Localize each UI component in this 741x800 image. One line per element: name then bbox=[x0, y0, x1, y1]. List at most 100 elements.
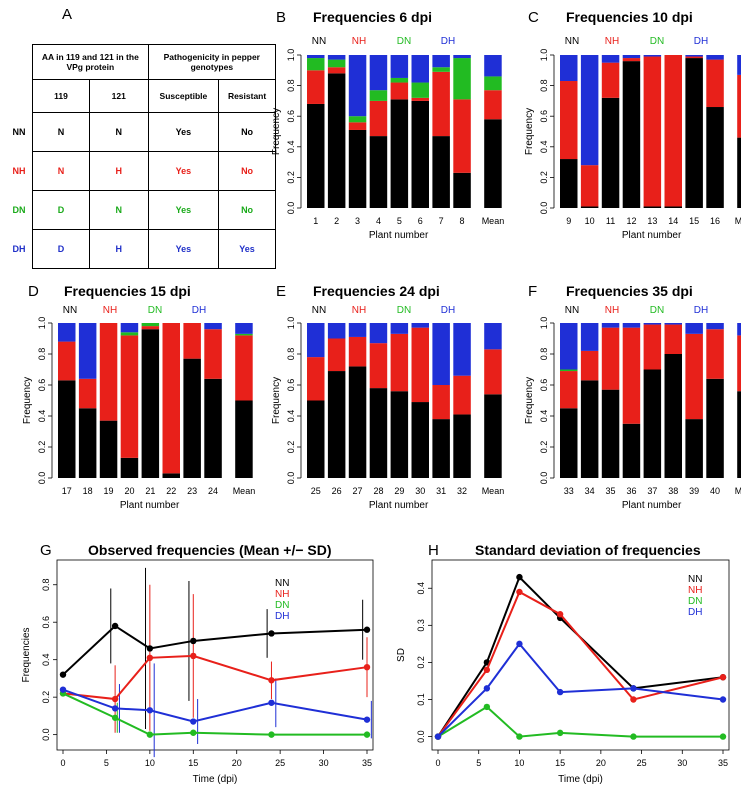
bar-segment-dh-1 bbox=[307, 55, 325, 59]
header-pathogenicity: Pathogenicity in pepper genotypes bbox=[147, 44, 277, 80]
y-tick-label: 0.2 bbox=[539, 171, 549, 184]
bar-segment-dh-mean bbox=[737, 323, 741, 336]
x-tick-label: 13 bbox=[647, 216, 657, 226]
genotype-row-nh: NH N H Yes No bbox=[6, 151, 276, 191]
y-tick-label: 0.0 bbox=[539, 202, 549, 215]
plot-frame bbox=[56, 559, 374, 751]
x-tick-label: 16 bbox=[710, 216, 720, 226]
x-tick-label: 22 bbox=[166, 486, 176, 496]
data-point-nh bbox=[268, 677, 275, 684]
bar-segment-nh-38 bbox=[664, 324, 682, 354]
genotype-table: AA in 119 and 121 in the VPg protein Pat… bbox=[6, 44, 277, 269]
x-tick-label: 1 bbox=[313, 216, 318, 226]
bar-segment-nn-10 bbox=[580, 206, 599, 208]
y-axis-label: Frequency bbox=[271, 108, 282, 155]
x-tick-label: 15 bbox=[555, 758, 565, 768]
x-tick-label: 17 bbox=[62, 486, 72, 496]
x-tick-label: Mean bbox=[482, 216, 505, 226]
bar-segment-dh-40 bbox=[706, 323, 724, 330]
bar-segment-nh-mean bbox=[235, 335, 253, 401]
genotype-label-nn: NN bbox=[63, 305, 77, 316]
bar-segment-nh-21 bbox=[141, 326, 160, 330]
legend-entry-nh: NH bbox=[275, 589, 289, 600]
bar-segment-nn-11 bbox=[601, 97, 620, 208]
data-point-nn bbox=[363, 626, 371, 633]
data-point-dn bbox=[556, 729, 564, 737]
bar-segment-dh-mean bbox=[484, 323, 502, 350]
cell-dn-label: DN bbox=[12, 205, 26, 215]
bar-segment-nh-7 bbox=[432, 71, 450, 137]
y-tick-label: 1.0 bbox=[539, 49, 549, 62]
x-tick-label: 10 bbox=[514, 758, 524, 768]
bar-segment-nn-35 bbox=[601, 389, 620, 478]
y-tick-label: 0.4 bbox=[539, 410, 549, 423]
series-line-dn bbox=[437, 705, 723, 738]
cell-dh-resistant: Yes bbox=[218, 229, 276, 269]
bar-segment-nn-6 bbox=[411, 100, 429, 208]
x-axis-label: Time (dpi) bbox=[558, 774, 603, 785]
data-point-dh bbox=[59, 686, 67, 693]
x-tick-label: 18 bbox=[83, 486, 93, 496]
y-tick-label: 0.4 bbox=[539, 141, 549, 154]
x-tick-label: 3 bbox=[355, 216, 360, 226]
genotype-label-dn: DN bbox=[650, 305, 664, 316]
y-tick-label: 0.8 bbox=[37, 348, 47, 361]
panel-d-chart: D Frequencies 15 dpi NN NH DN DH 0.0 0.2 0.4 0.6 0… bbox=[22, 283, 255, 511]
y-tick-label: 0.0 bbox=[416, 730, 426, 743]
y-tick-label: 0.8 bbox=[539, 79, 549, 92]
bar-segment-nh-26 bbox=[327, 338, 346, 372]
data-point-nn bbox=[516, 573, 523, 581]
bar-segment-nh-22 bbox=[162, 323, 180, 474]
panel-e-letter: E bbox=[276, 283, 286, 300]
bar-segment-nh-35 bbox=[601, 327, 620, 390]
bar-segment-nn-9 bbox=[560, 159, 578, 208]
bar-segment-dn-4 bbox=[369, 90, 388, 101]
y-tick-label: 0.2 bbox=[41, 691, 51, 704]
bar-segment-nn-15 bbox=[685, 58, 703, 209]
bar-segment-nn-21 bbox=[141, 329, 160, 478]
panel-g-letter: G bbox=[40, 542, 52, 559]
data-point-dn bbox=[630, 733, 637, 740]
y-tick-label: 0.0 bbox=[286, 472, 296, 485]
genotype-label-nh: NH bbox=[352, 36, 366, 47]
y-axis-label: Frequency bbox=[271, 377, 282, 424]
bar-segment-dh-17 bbox=[58, 323, 76, 342]
data-point-dh bbox=[719, 696, 727, 703]
bar-segment-nn-mean bbox=[235, 400, 253, 478]
cell-nn-a121: N bbox=[88, 112, 149, 152]
bar-segment-nh-mean bbox=[737, 335, 741, 392]
bar-segment-nn-8 bbox=[453, 172, 471, 208]
data-point-nn bbox=[268, 630, 275, 637]
bar-segment-nh-16 bbox=[706, 59, 724, 108]
genotype-label-dn: DN bbox=[148, 305, 162, 316]
genotype-label-dh: DH bbox=[192, 305, 206, 316]
y-tick-label: 0.6 bbox=[286, 379, 296, 392]
cell-dn-susceptible: Yes bbox=[147, 190, 220, 230]
bar-segment-nn-1 bbox=[307, 103, 325, 208]
genotype-label-dh: DH bbox=[694, 36, 708, 47]
y-tick-label: 0.6 bbox=[539, 110, 549, 123]
x-tick-label: 12 bbox=[626, 216, 636, 226]
cell-nh-susceptible: Yes bbox=[147, 151, 220, 191]
bar-segment-nn-3 bbox=[348, 129, 367, 208]
bar-segment-nh-8 bbox=[453, 99, 471, 173]
x-tick-label: 0 bbox=[60, 758, 65, 768]
bar-segment-dh-18 bbox=[78, 323, 97, 379]
bar-segment-nn-23 bbox=[183, 358, 201, 478]
bar-segment-nh-34 bbox=[580, 350, 599, 381]
bar-segment-dh-15 bbox=[685, 55, 703, 57]
bar-segment-nn-13 bbox=[643, 206, 662, 208]
bar-segment-nh-24 bbox=[204, 329, 222, 379]
bar-segment-nn-19 bbox=[99, 420, 118, 478]
bar-segment-nh-1 bbox=[307, 70, 325, 104]
x-tick-label: 36 bbox=[626, 486, 636, 496]
data-point-dn bbox=[516, 733, 523, 740]
bar-segment-nn-32 bbox=[453, 414, 471, 478]
bar-segment-dn-3 bbox=[348, 116, 367, 123]
x-tick-label: 14 bbox=[668, 216, 678, 226]
panel-c-chart: C Frequencies 10 dpi NN NH DN DH 0.0 0.2 0.4 0.6 0… bbox=[524, 9, 741, 241]
bar-segment-nh-33 bbox=[560, 371, 578, 409]
y-tick-label: 0.8 bbox=[41, 578, 51, 591]
bar-segment-nh-9 bbox=[560, 81, 578, 160]
series-line-dh bbox=[437, 642, 724, 738]
